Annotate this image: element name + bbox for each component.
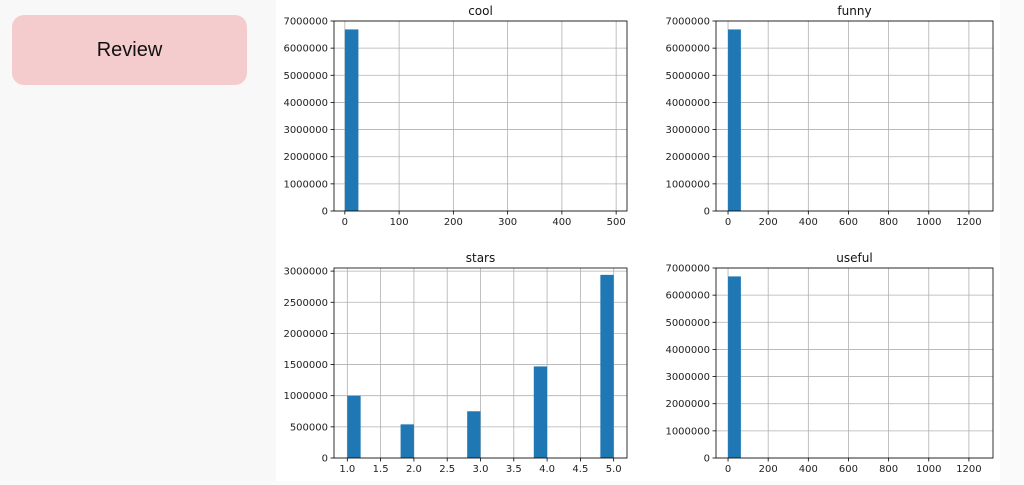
x-tick-label: 500 (607, 217, 626, 228)
review-button-label: Review (96, 38, 163, 61)
x-tick-label: 1200 (956, 464, 981, 475)
x-tick-label: 0 (342, 217, 348, 228)
y-tick-label: 0 (322, 454, 328, 465)
bar (400, 424, 414, 458)
y-tick-label: 7000000 (283, 17, 328, 28)
x-tick-label: 400 (799, 217, 818, 228)
y-tick-label: 5000000 (283, 71, 328, 82)
chart-title: funny (837, 4, 871, 18)
x-tick-label: 2.0 (406, 464, 422, 475)
bar (728, 29, 741, 211)
x-tick-label: 2.5 (439, 464, 455, 475)
y-tick-label: 7000000 (665, 17, 710, 28)
y-tick-label: 7000000 (665, 264, 710, 275)
x-tick-label: 600 (839, 464, 858, 475)
y-tick-label: 2000000 (283, 329, 328, 340)
y-tick-label: 1000000 (283, 391, 328, 402)
bar (344, 29, 359, 211)
chart-stars: 1.0 1.5 2.0 2.5 3.0 3.5 4.0 4.5 5.0 0 500000 100000… (283, 251, 628, 475)
y-tick-label: 3000000 (665, 125, 710, 136)
bar (467, 411, 481, 458)
bar (728, 276, 741, 458)
y-tick-label: 0 (704, 454, 710, 465)
y-tick-label: 2000000 (665, 399, 710, 410)
x-tick-label: 0 (725, 217, 731, 228)
x-tick-label: 400 (552, 217, 571, 228)
x-tick-label: 5.0 (606, 464, 622, 475)
x-tick-label: 300 (498, 217, 517, 228)
histogram-figure: 0 100 200 300 400 500010000002000000300000040… (283, 4, 994, 475)
y-tick-label: 3000000 (665, 372, 710, 383)
review-button[interactable]: Review (12, 15, 247, 85)
y-tick-label: 0 (704, 207, 710, 218)
chart-cool: 0 100 200 300 400 500 0 1000000 2000000 3000000 40… (283, 4, 628, 228)
chart-title: useful (836, 251, 872, 265)
axes-frame (715, 267, 994, 459)
y-tick-label: 0 (322, 207, 328, 218)
chart-title: stars (466, 251, 496, 265)
x-tick-label: 200 (759, 217, 778, 228)
y-tick-label: 3000000 (283, 125, 328, 136)
x-tick-label: 1.0 (339, 464, 355, 475)
chart-title: cool (468, 4, 493, 18)
x-tick-label: 400 (799, 464, 818, 475)
x-tick-label: 1.5 (373, 464, 389, 475)
bar (533, 366, 548, 458)
chart-useful: 0 200 400 600 800 1000 1200 0 1000000 2000000 3000… (665, 251, 994, 475)
x-tick-label: 1000 (916, 217, 941, 228)
figure-area: 0 100 200 300 400 500 0 1000000 2000000 3000000 40… (276, 0, 1000, 481)
axes-frame (333, 20, 628, 212)
x-tick-label: 3.5 (506, 464, 522, 475)
y-tick-label: 4000000 (665, 98, 710, 109)
x-tick-label: 1000 (916, 464, 941, 475)
bar (347, 395, 361, 458)
y-tick-label: 6000000 (665, 44, 710, 55)
y-tick-label: 5000000 (665, 318, 710, 329)
left-panel: Review (0, 0, 276, 481)
y-tick-label: 1500000 (283, 360, 328, 371)
y-tick-label: 1000000 (283, 179, 328, 190)
y-tick-label: 500000 (290, 422, 328, 433)
axes-frame (715, 20, 994, 212)
y-tick-label: 2000000 (665, 152, 710, 163)
x-tick-label: 800 (879, 217, 898, 228)
y-tick-label: 4000000 (665, 345, 710, 356)
x-tick-label: 4.5 (572, 464, 588, 475)
x-tick-label: 100 (390, 217, 409, 228)
y-tick-label: 6000000 (665, 291, 710, 302)
y-tick-label: 2500000 (283, 298, 328, 309)
x-tick-label: 4.0 (539, 464, 555, 475)
x-tick-label: 200 (759, 464, 778, 475)
x-tick-label: 0 (725, 464, 731, 475)
x-tick-label: 800 (879, 464, 898, 475)
y-tick-label: 5000000 (665, 71, 710, 82)
bar (600, 274, 614, 458)
x-tick-label: 1200 (956, 217, 981, 228)
y-tick-label: 1000000 (665, 179, 710, 190)
y-tick-label: 1000000 (665, 426, 710, 437)
y-tick-label: 3000000 (283, 267, 328, 278)
y-tick-label: 6000000 (283, 44, 328, 55)
chart-funny: 0 200 400 600 800 1000 1200 0 1000000 2000000 3000… (665, 4, 994, 228)
x-tick-label: 3.0 (473, 464, 489, 475)
x-tick-label: 600 (839, 217, 858, 228)
x-tick-label: 200 (444, 217, 463, 228)
y-tick-label: 2000000 (283, 152, 328, 163)
y-tick-label: 4000000 (283, 98, 328, 109)
